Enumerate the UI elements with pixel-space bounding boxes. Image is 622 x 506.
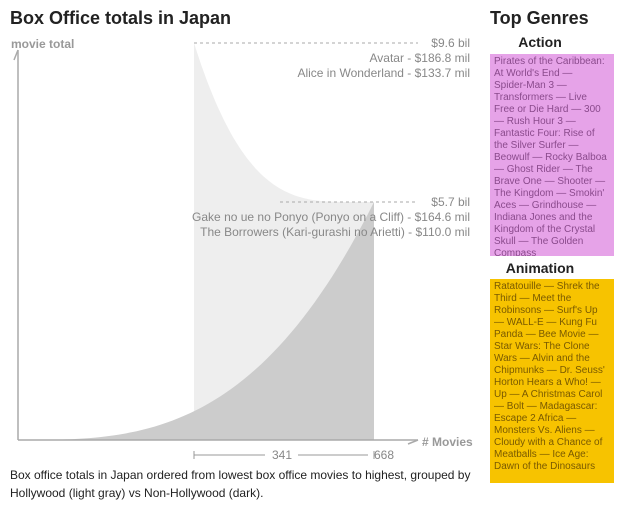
x-tick-668: 668 [374, 448, 394, 460]
y-axis-arrow [13, 49, 19, 61]
x-axis-label: # Movies [422, 435, 473, 449]
hollywood-total-label: $9.6 bil [431, 36, 470, 50]
nonhollywood-top-movie-1: Gake no ue no Ponyo (Ponyo on a Cliff) -… [192, 210, 470, 224]
hollywood-top-movie-1: Avatar - $186.8 mil [370, 51, 471, 65]
x-tick-341: 341 [272, 448, 292, 460]
genre-list-action: Pirates of the Caribbean: At World's End… [490, 54, 614, 256]
y-axis-label: movie total [11, 37, 74, 51]
genre-heading-animation: Animation [505, 260, 575, 276]
hollywood-top-movie-2: Alice in Wonderland - $133.7 mil [297, 66, 470, 80]
chart-title: Box Office totals in Japan [10, 8, 232, 28]
box-office-chart: movie total # Movies $9.6 bil Avatar - $… [11, 36, 473, 460]
nonhollywood-total-label: $5.7 bil [431, 195, 470, 209]
chart-caption: Box office totals in Japan ordered from … [10, 468, 471, 500]
non-hollywood-area [18, 202, 374, 440]
top-genres-title: Top Genres [490, 8, 589, 28]
x-axis-arrow [407, 439, 419, 445]
genre-list-animation: Ratatouille — Shrek the Third — Meet the… [490, 279, 614, 483]
genre-heading-action: Action [518, 34, 562, 50]
x-range-bracket [193, 451, 375, 459]
nonhollywood-top-movie-2: The Borrowers (Kari-gurashi no Arietti) … [200, 225, 470, 239]
